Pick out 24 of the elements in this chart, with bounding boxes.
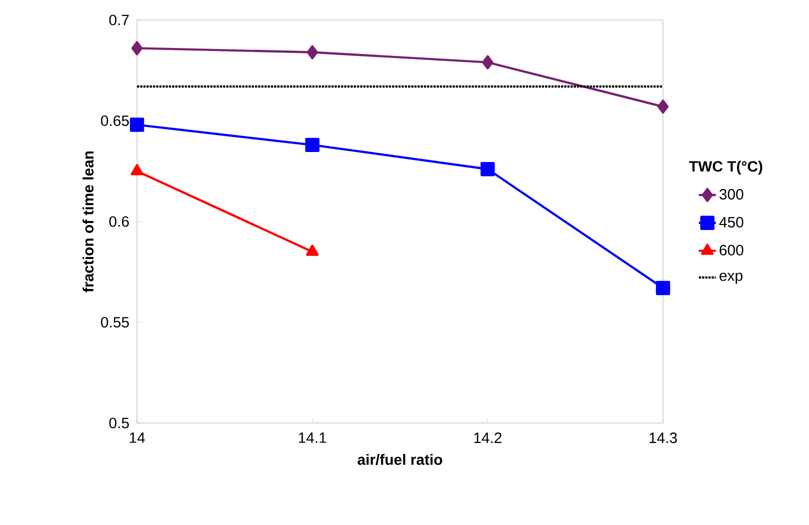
x-tick-label: 14.2	[474, 432, 502, 443]
x-tick-label: 14.3	[650, 432, 677, 444]
point	[305, 138, 320, 152]
y-tick-label: 0.5	[109, 418, 129, 428]
point	[656, 280, 670, 296]
point	[131, 41, 143, 56]
y-tick-label: 0.65	[100, 115, 129, 126]
point	[482, 55, 494, 70]
point	[480, 162, 495, 176]
y-tick-label: 0.6	[109, 216, 129, 227]
y-tick-label: 0.7	[109, 14, 129, 26]
point	[306, 45, 318, 60]
legend-title: TWC T(°C)	[689, 160, 762, 175]
x-tick-label: 14.1	[298, 432, 326, 443]
point	[657, 100, 669, 114]
y-axis-title: fraction of time lean	[82, 151, 94, 292]
legend-label: 450	[719, 216, 744, 228]
x-tick-label: 14	[130, 432, 145, 443]
x-axis-title: air/fuel ratio	[358, 454, 442, 466]
legend-label: exp	[720, 272, 742, 284]
legend-label: 600	[720, 244, 744, 256]
legend-label: 300	[720, 189, 744, 200]
point	[130, 118, 144, 132]
y-tick-label: 0.55	[100, 316, 129, 328]
